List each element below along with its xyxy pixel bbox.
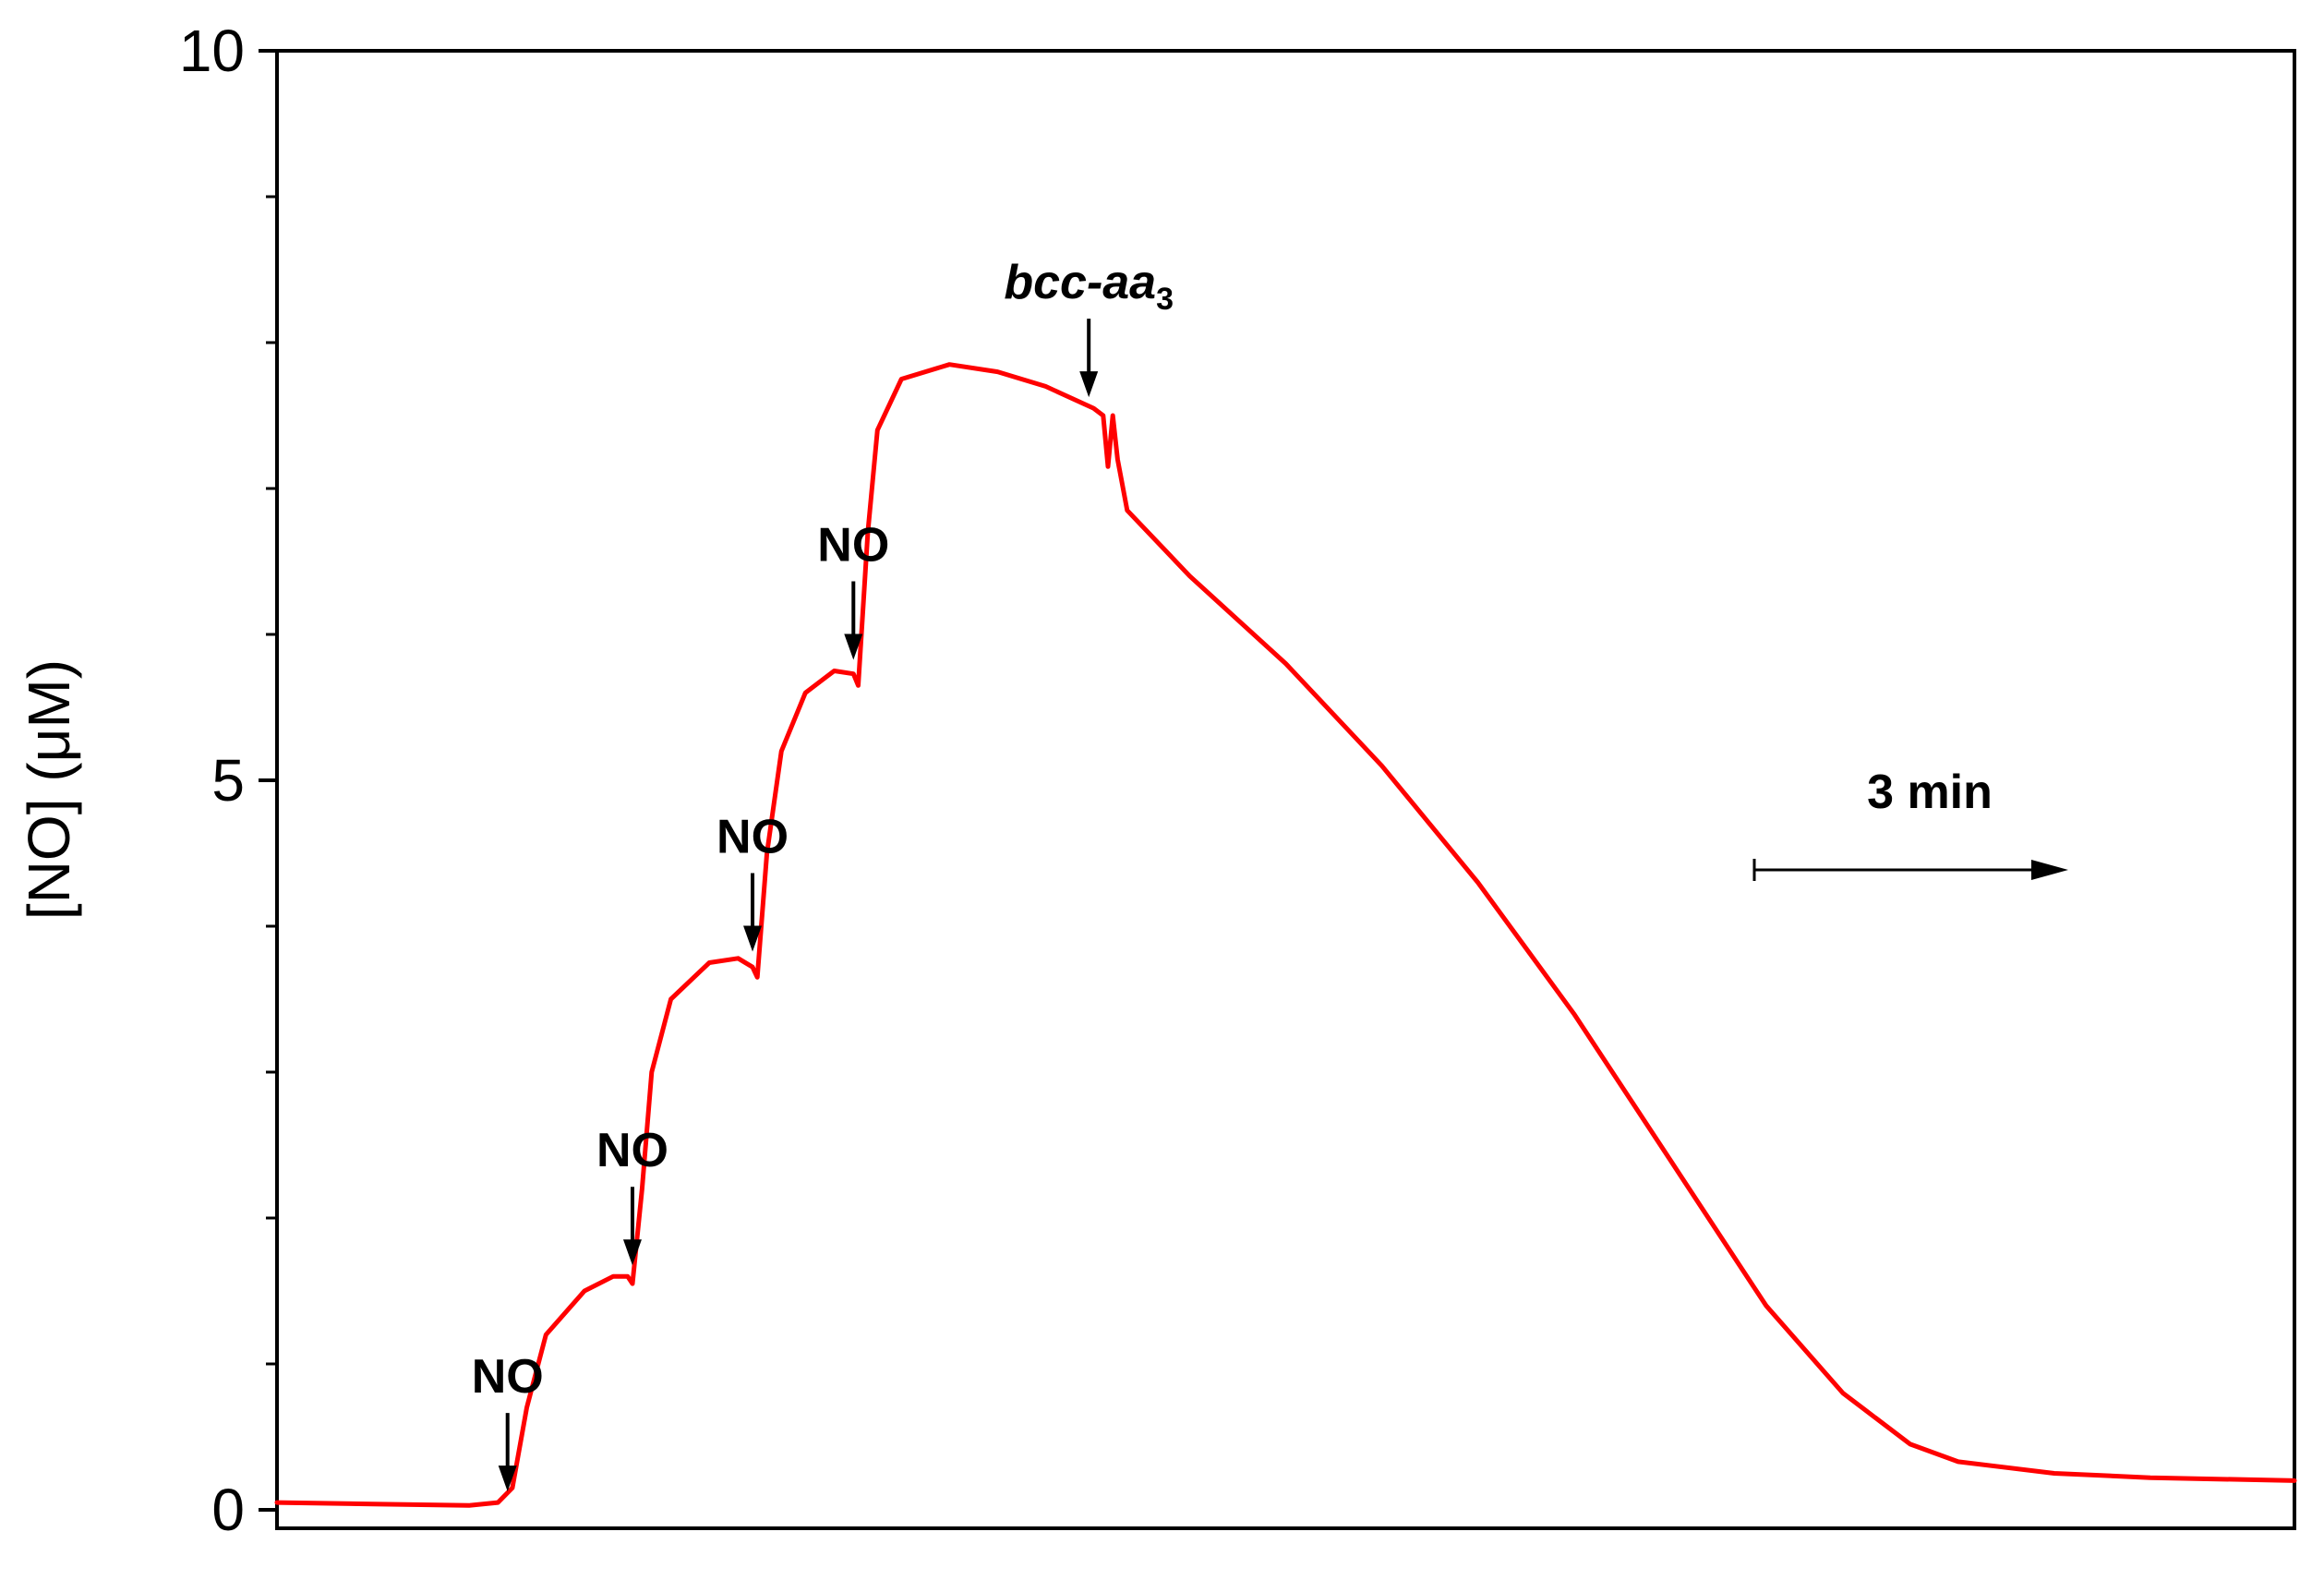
plot-frame — [275, 49, 2296, 1530]
scale-bar-arrow-head — [2031, 860, 2068, 880]
annotations: NO NO NO NO bcc-aa3 — [472, 256, 1174, 1492]
annotation-arrow-head — [622, 1239, 642, 1266]
no-concentration-trace — [274, 362, 2297, 1508]
time-scale-bar: 3 min — [1752, 766, 2068, 881]
scale-bar-label: 3 min — [1867, 766, 1993, 819]
annotation-label: NO — [716, 811, 789, 864]
y-axis: 0 5 10 — [179, 18, 277, 1543]
annotation-label: bcc-aa3 — [1004, 256, 1174, 317]
y-tick-label: 5 — [211, 747, 245, 814]
annotation-label: NO — [596, 1124, 668, 1177]
y-tick-label: 10 — [179, 18, 245, 84]
annotation-label: NO — [472, 1350, 544, 1404]
annotation-label: NO — [817, 519, 889, 573]
y-axis-title: [NO] (μM) — [16, 659, 82, 920]
annotation-arrow-head — [498, 1465, 517, 1492]
annotation-arrow-head — [743, 925, 763, 952]
y-tick-label: 0 — [211, 1477, 245, 1543]
annotation-arrow-head — [1079, 371, 1099, 398]
annotation-arrow-head — [844, 633, 863, 660]
